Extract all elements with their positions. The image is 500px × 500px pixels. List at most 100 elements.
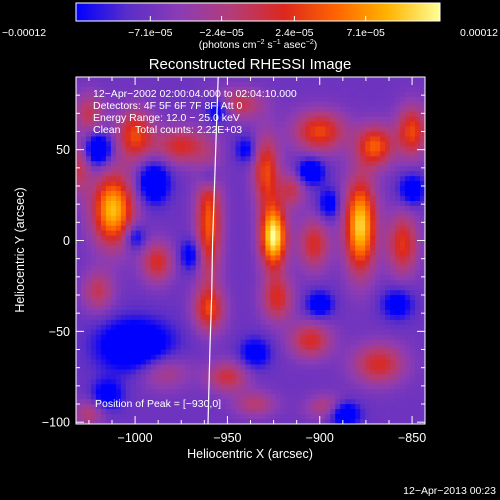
heatmap-cell xyxy=(195,265,202,271)
heatmap-cell xyxy=(275,379,282,385)
heatmap-cell xyxy=(315,384,321,390)
heatmap-cell xyxy=(345,329,351,336)
heatmap-cell xyxy=(285,106,291,113)
heatmap-cell xyxy=(250,215,257,222)
heatmap-cell xyxy=(275,359,282,366)
heatmap-cell xyxy=(420,91,425,98)
heatmap-cell xyxy=(155,181,162,187)
heatmap-cell xyxy=(240,305,247,311)
heatmap-cell xyxy=(190,176,197,182)
heatmap-cell xyxy=(415,270,421,276)
heatmap-cell xyxy=(165,364,172,371)
heatmap-cell xyxy=(76,379,82,385)
heatmap-cell xyxy=(76,409,82,415)
heatmap-cell xyxy=(275,414,282,420)
heatmap-cell xyxy=(200,324,207,331)
heatmap-cell xyxy=(300,77,306,83)
heatmap-cell xyxy=(345,419,351,424)
heatmap-cell xyxy=(125,245,132,252)
heatmap-cell xyxy=(210,394,217,400)
heatmap-cell xyxy=(115,230,122,237)
heatmap-cell xyxy=(400,77,406,83)
heatmap-cell xyxy=(370,91,376,98)
heatmap-cell xyxy=(325,81,331,88)
heatmap-cell xyxy=(335,191,341,197)
heatmap-cell xyxy=(175,240,182,247)
heatmap-cell xyxy=(345,166,351,172)
heatmap-cell xyxy=(140,195,147,202)
heatmap-cell xyxy=(375,334,381,341)
heatmap-cell xyxy=(360,260,366,266)
heatmap-cell xyxy=(175,230,182,237)
heatmap-cell xyxy=(400,121,406,128)
heatmap-cell xyxy=(95,156,102,162)
heatmap-cell xyxy=(265,151,272,157)
heatmap-cell xyxy=(320,225,326,232)
heatmap-cell xyxy=(215,394,222,400)
heatmap-cell xyxy=(285,171,291,177)
heatmap-cell xyxy=(320,374,326,380)
heatmap-cell xyxy=(405,77,411,83)
heatmap-cell xyxy=(310,414,316,420)
heatmap-cell xyxy=(405,295,411,301)
heatmap-cell xyxy=(135,225,142,232)
heatmap-cell xyxy=(250,280,257,286)
heatmap-cell xyxy=(200,240,207,247)
heatmap-cell xyxy=(385,195,391,202)
heatmap-cell xyxy=(130,280,137,286)
heatmap-cell xyxy=(365,106,371,113)
heatmap-cell xyxy=(340,111,346,118)
heatmap-cell xyxy=(240,300,247,306)
heatmap-cell xyxy=(285,210,291,217)
heatmap-cell xyxy=(290,255,296,262)
heatmap-cell xyxy=(340,171,346,177)
heatmap-cell xyxy=(395,151,401,157)
heatmap-cell xyxy=(115,369,122,376)
heatmap-cell xyxy=(130,171,137,177)
heatmap-cell xyxy=(150,324,157,331)
heatmap-cell xyxy=(250,285,257,291)
heatmap-cell xyxy=(265,225,272,232)
heatmap-cell xyxy=(210,166,217,172)
heatmap-cell xyxy=(255,265,262,271)
heatmap-cell xyxy=(410,324,416,331)
heatmap-cell xyxy=(375,101,381,108)
heatmap-cell xyxy=(370,290,376,296)
heatmap-cell xyxy=(325,404,331,410)
heatmap-cell xyxy=(235,265,242,271)
heatmap-cell xyxy=(165,344,172,351)
heatmap-cell xyxy=(140,121,147,128)
heatmap-cell xyxy=(330,290,336,296)
heatmap-cell xyxy=(385,290,391,296)
heatmap-cell xyxy=(355,106,361,113)
heatmap-cell xyxy=(140,86,147,93)
heatmap-cell xyxy=(140,260,147,266)
heatmap-cell xyxy=(205,77,212,83)
heatmap-cell xyxy=(235,245,242,252)
heatmap-cell xyxy=(220,399,227,405)
heatmap-cell xyxy=(360,354,366,361)
heatmap-cell xyxy=(235,295,242,301)
heatmap-cell xyxy=(390,136,396,143)
heatmap-cell xyxy=(320,359,326,366)
heatmap-cell xyxy=(370,166,376,172)
heatmap-cell xyxy=(380,414,386,420)
heatmap-cell xyxy=(170,265,177,271)
heatmap-cell xyxy=(290,305,296,311)
heatmap-cell xyxy=(400,300,406,306)
heatmap-cell xyxy=(375,394,381,400)
heatmap-cell xyxy=(255,404,262,410)
heatmap-cell xyxy=(76,339,82,346)
heatmap-cell xyxy=(390,205,396,212)
heatmap-cell xyxy=(100,250,107,257)
heatmap-cell xyxy=(185,181,192,187)
heatmap-cell xyxy=(340,181,346,187)
heatmap-cell xyxy=(415,265,421,271)
heatmap-cell xyxy=(215,86,222,93)
heatmap-cell xyxy=(210,186,217,192)
heatmap-cell xyxy=(370,394,376,400)
heatmap-cell xyxy=(420,329,425,336)
heatmap-cell xyxy=(125,369,132,376)
heatmap-cell xyxy=(320,195,326,202)
heatmap-cell xyxy=(360,369,366,376)
